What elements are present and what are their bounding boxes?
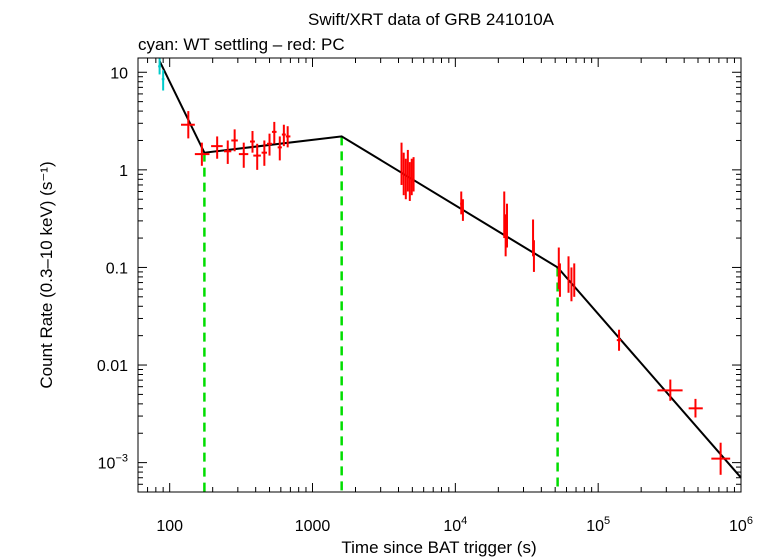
data-point <box>503 191 506 239</box>
data-point <box>410 158 413 196</box>
model-fit-layer <box>158 60 742 479</box>
data-point <box>570 267 573 302</box>
data-point <box>285 126 291 148</box>
data-point <box>412 157 415 192</box>
series-pc <box>180 111 731 475</box>
data-point <box>266 133 272 156</box>
data-point <box>404 158 407 200</box>
data-point <box>573 263 576 297</box>
data-point <box>616 329 622 351</box>
plot-frame <box>137 57 742 493</box>
chart-title: Swift/XRT data of GRB 241010A <box>308 10 555 29</box>
x-tick-label: 106 <box>729 515 753 535</box>
x-axis-label: Time since BAT trigger (s) <box>341 538 536 557</box>
data-point <box>281 124 286 147</box>
data-point <box>408 162 411 201</box>
x-tick-label: 104 <box>443 515 467 535</box>
data-point <box>402 152 405 196</box>
data-point <box>223 140 232 164</box>
x-tick-labels: 100 1000 104 105 106 <box>156 515 753 535</box>
x-tick-label: 105 <box>586 515 610 535</box>
data-point <box>158 58 162 75</box>
data-point <box>253 143 261 170</box>
data-point <box>506 203 509 248</box>
data-point <box>249 131 255 153</box>
y-tick-label: 10 <box>110 65 128 82</box>
data-point <box>532 240 535 272</box>
y-tick-label: 0.1 <box>106 260 128 277</box>
data-point <box>261 140 267 166</box>
data-point <box>400 142 403 185</box>
data-point <box>567 256 570 293</box>
data-point <box>180 111 195 139</box>
data-point <box>406 149 409 192</box>
axis-ticks <box>137 58 742 493</box>
data-point <box>231 129 238 152</box>
data-point <box>461 199 464 221</box>
data-point <box>161 70 165 91</box>
data-point <box>271 121 277 144</box>
y-tick-label: 10−3 <box>98 453 128 473</box>
series-wt-settling <box>158 58 165 91</box>
y-axis-label: Count Rate (0.3–10 keV) (s⁻¹) <box>37 161 56 388</box>
model-fit-line <box>158 60 742 479</box>
chart-subtitle: cyan: WT settling – red: PC <box>138 35 345 54</box>
y-tick-label: 0.01 <box>97 358 128 375</box>
data-point <box>238 142 249 168</box>
x-tick-label: 100 <box>156 518 183 535</box>
break-time-markers <box>203 136 559 492</box>
data-point <box>194 142 210 166</box>
y-tick-label: 1 <box>119 163 128 180</box>
data-point <box>558 263 561 297</box>
data-points-layer <box>158 58 731 475</box>
data-point <box>277 136 282 161</box>
x-tick-label: 1000 <box>295 518 331 535</box>
data-point <box>657 379 683 401</box>
y-tick-labels: 10 1 0.1 0.01 10−3 <box>97 65 128 472</box>
data-point <box>688 398 703 418</box>
data-point <box>211 136 223 159</box>
data-point <box>711 442 731 475</box>
